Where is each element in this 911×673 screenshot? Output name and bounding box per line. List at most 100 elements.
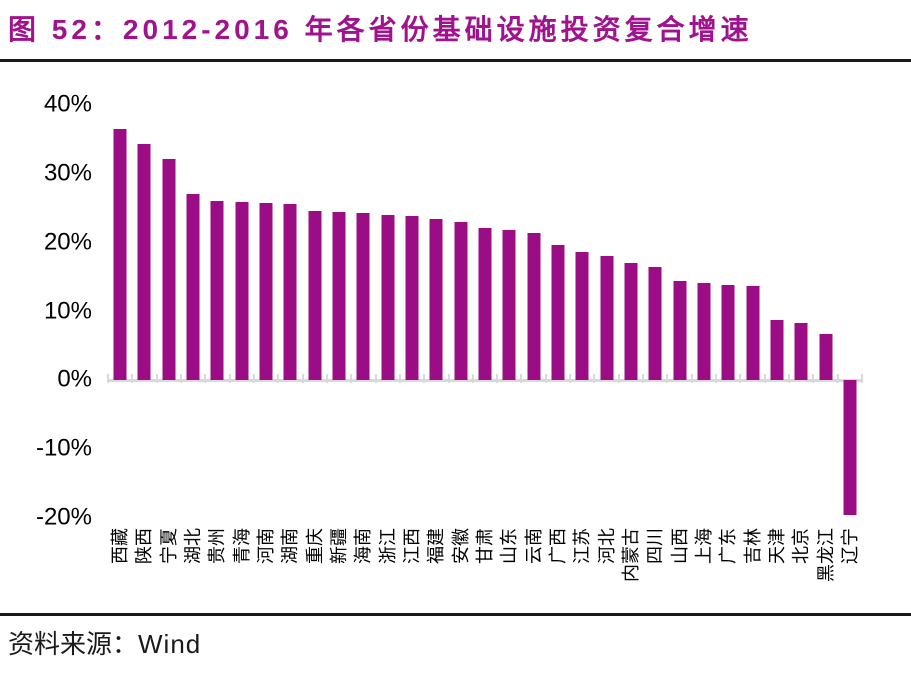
x-cell: 湖南 (278, 528, 302, 610)
x-axis-label: 新疆 (329, 528, 350, 564)
bar-slot (424, 105, 448, 518)
axis-tick (788, 374, 791, 384)
source-name: Wind (138, 629, 202, 659)
x-cell: 河南 (254, 528, 278, 610)
axis-tick (252, 374, 255, 384)
x-cell: 浙江 (376, 528, 400, 610)
source-divider (0, 613, 911, 616)
x-cell: 山西 (668, 528, 692, 610)
bar-slot (716, 105, 740, 518)
bar (283, 204, 297, 381)
bar-slot (643, 105, 667, 518)
x-axis-label: 贵州 (207, 528, 228, 564)
y-axis-label: 30% (43, 159, 92, 187)
x-cell: 内蒙古 (619, 528, 643, 610)
x-cell: 福建 (424, 528, 448, 610)
bar-slot (157, 105, 181, 518)
bar (819, 333, 833, 381)
bar-slot (814, 105, 838, 518)
x-axis-label: 重庆 (304, 528, 325, 564)
bar (113, 129, 127, 381)
axis-tick (228, 374, 231, 384)
x-axis-label: 宁夏 (158, 528, 179, 564)
x-cell: 山东 (497, 528, 521, 610)
bar-slot (570, 105, 594, 518)
x-cell: 青海 (230, 528, 254, 610)
axis-tick (325, 374, 328, 384)
x-axis: 西藏 陕西 宁夏 湖北 贵州 青海 河南 湖南 重庆 新疆 海南 浙江 江西 福建 安徽 甘肃 山东 云南 广西 江苏… (108, 528, 862, 610)
bar-slot (132, 105, 156, 518)
bar (210, 201, 224, 381)
x-axis-label: 广东 (718, 528, 739, 564)
bar (356, 213, 370, 381)
axis-tick (739, 374, 742, 384)
x-axis-label: 河南 (256, 528, 277, 564)
axis-tick (131, 374, 134, 384)
bar-slot (230, 105, 254, 518)
bar (624, 262, 638, 381)
y-axis: 40% 30% 20% 10% 0% -10% -20% (0, 90, 92, 530)
bar (746, 286, 760, 381)
bar (332, 212, 346, 381)
x-cell: 陕西 (132, 528, 156, 610)
axis-tick (107, 374, 109, 384)
axis-tick (277, 374, 280, 384)
bar-slot (303, 105, 327, 518)
plot-area (107, 105, 863, 518)
axis-tick (617, 374, 620, 384)
axis-tick (593, 374, 596, 384)
bar (673, 280, 687, 381)
bar (721, 284, 735, 381)
x-axis-label: 四川 (645, 528, 666, 564)
axis-tick (496, 374, 499, 384)
bar-slot (692, 105, 716, 518)
bar (259, 203, 273, 381)
axis-tick (155, 374, 158, 384)
axis-tick (861, 374, 863, 384)
axis-tick (447, 374, 450, 384)
source: 资料来源：Wind (8, 624, 201, 661)
x-cell: 西藏 (108, 528, 132, 610)
y-axis-label: 40% (43, 90, 92, 118)
axis-tick (350, 374, 353, 384)
axis-tick (471, 374, 474, 384)
x-axis-label: 天津 (767, 528, 788, 564)
bar (454, 222, 468, 381)
x-axis-label: 辽宁 (840, 528, 860, 564)
axis-tick (836, 374, 839, 384)
bar (697, 282, 711, 381)
x-axis-label: 陕西 (134, 528, 155, 564)
bar (162, 159, 176, 381)
bar (137, 144, 151, 381)
axis-tick (374, 374, 377, 384)
bar-slot (473, 105, 497, 518)
bar (381, 215, 395, 381)
bar-slot (497, 105, 521, 518)
bar-slot (668, 105, 692, 518)
axis-tick (544, 374, 547, 384)
x-cell: 海南 (351, 528, 375, 610)
x-axis-label: 北京 (791, 528, 812, 564)
source-prefix: 资料来源： (8, 630, 139, 659)
x-cell: 四川 (643, 528, 667, 610)
bar (429, 219, 443, 381)
bar (648, 267, 662, 381)
x-cell: 上海 (692, 528, 716, 610)
x-axis-label: 青海 (231, 528, 252, 564)
bar-slot (522, 105, 546, 518)
x-cell: 湖北 (181, 528, 205, 610)
bar-slot (205, 105, 229, 518)
bar-slot (449, 105, 473, 518)
figure-title: 图 52：2012-2016 年各省份基础设施投资复合增速 (8, 14, 753, 45)
x-axis-line (108, 379, 862, 383)
x-cell: 吉林 (741, 528, 765, 610)
x-cell: 江苏 (570, 528, 594, 610)
x-axis-label: 内蒙古 (621, 528, 642, 582)
bar (770, 320, 784, 381)
bar (600, 256, 614, 381)
x-axis-label: 海南 (353, 528, 374, 564)
x-cell: 北京 (789, 528, 813, 610)
bar-slot (400, 105, 424, 518)
x-cell: 安徽 (449, 528, 473, 610)
